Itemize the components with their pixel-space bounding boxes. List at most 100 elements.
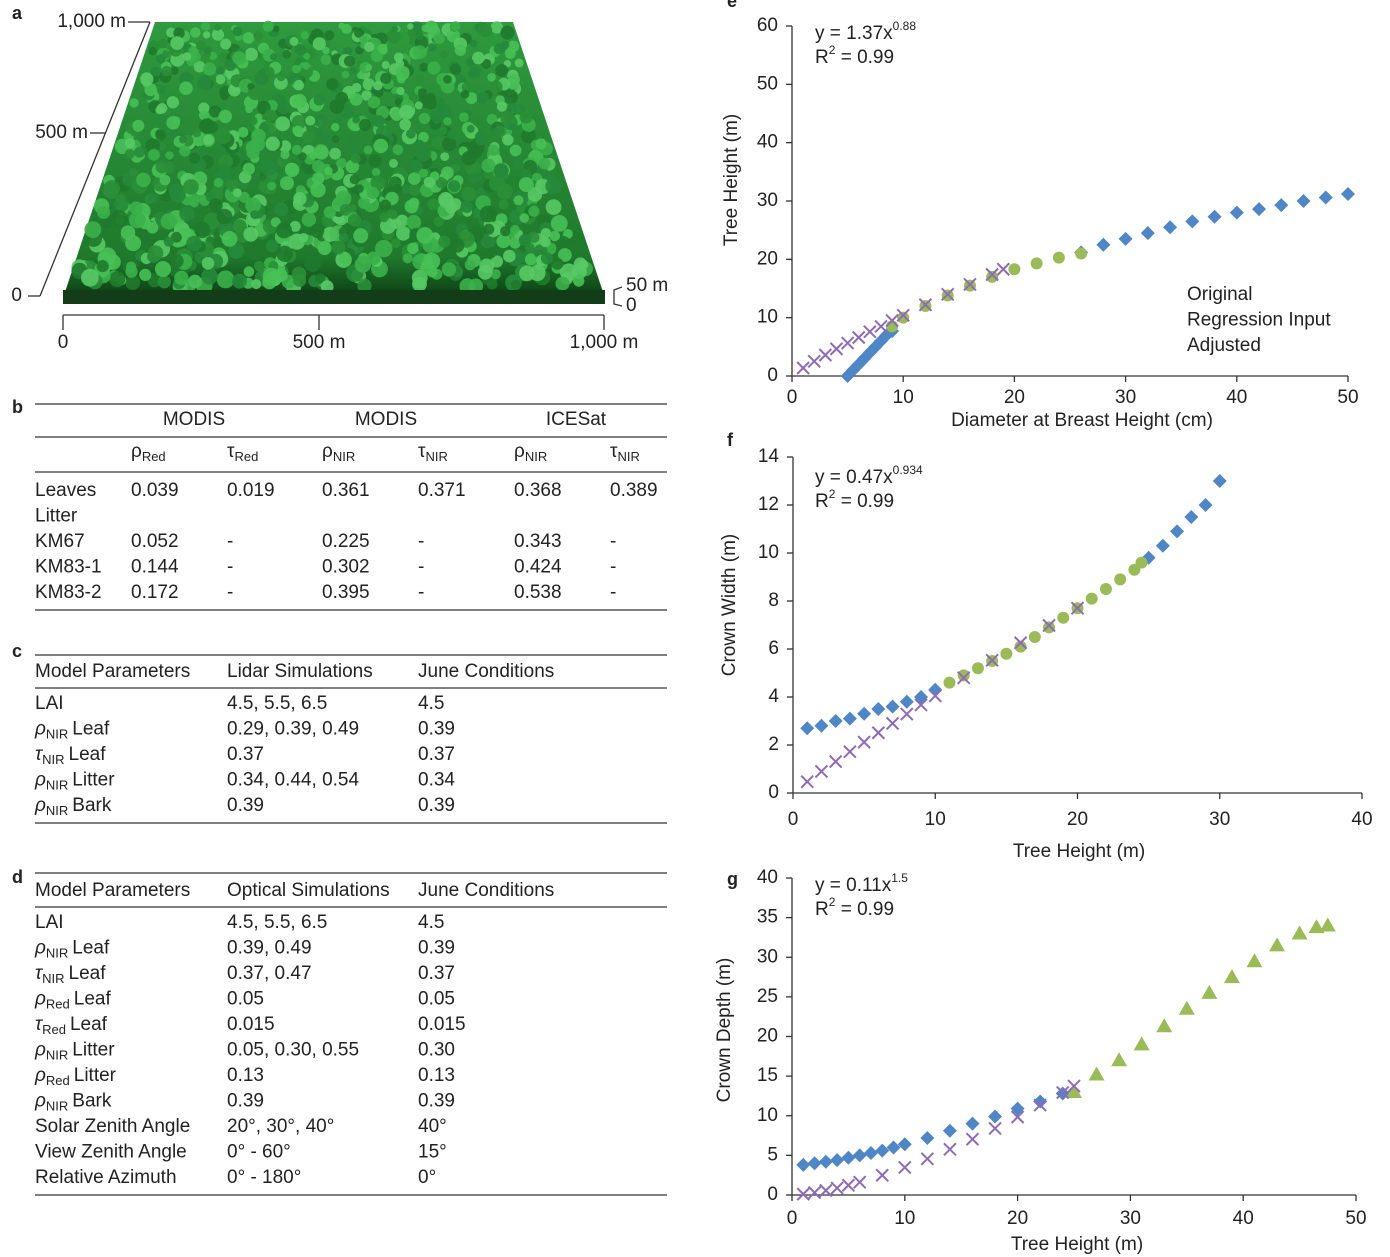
tree-crown <box>159 174 171 186</box>
cell: ρNIR <box>514 441 547 464</box>
tree-crown <box>449 238 465 253</box>
tree-crown <box>483 223 495 235</box>
tree-crown <box>294 44 307 56</box>
tree-crown <box>486 113 498 125</box>
y-tick-label: 0 <box>767 1184 778 1205</box>
tree-crown <box>440 50 448 58</box>
tree-crown <box>478 93 488 103</box>
cell: - <box>227 582 233 603</box>
cell: - <box>418 557 424 578</box>
tree-crown <box>540 228 552 239</box>
point <box>1212 474 1227 488</box>
height-label: 500 m <box>35 122 88 143</box>
cell: 0.37 <box>227 744 264 765</box>
point <box>1070 601 1085 615</box>
symbol: ρ <box>34 989 46 1010</box>
cell: 0.34 <box>418 770 455 791</box>
tree-crown <box>276 245 293 262</box>
tree-crown <box>284 162 300 178</box>
tree-crown <box>81 268 99 287</box>
cell-text: Litter <box>74 1065 117 1086</box>
cell: 0.538 <box>514 582 562 603</box>
point <box>1252 202 1267 217</box>
tree-crown <box>209 105 222 118</box>
point <box>1085 592 1098 605</box>
tree-crown <box>461 150 477 166</box>
point <box>900 707 914 721</box>
point <box>852 330 866 345</box>
tree-crown <box>198 102 210 114</box>
x-tick-label: 30 <box>1115 387 1136 408</box>
tree-crown <box>96 260 109 273</box>
tree-crown <box>469 67 481 78</box>
point <box>828 714 843 728</box>
point <box>971 662 984 675</box>
point <box>1291 925 1308 940</box>
r-squared-value: = 0.99 <box>835 47 894 68</box>
point <box>796 1187 810 1201</box>
tree-crown <box>347 213 362 227</box>
point <box>886 320 899 333</box>
cell: 0.30 <box>418 1040 455 1061</box>
tree-crown <box>396 226 411 241</box>
tree-crown <box>155 129 166 141</box>
tree-crown <box>411 21 424 33</box>
cell: - <box>418 531 424 552</box>
y-tick-label: 4 <box>768 686 779 707</box>
x-tick-label: 40 <box>1233 1208 1254 1229</box>
tree-crown <box>418 131 429 143</box>
tree-crown <box>244 246 255 258</box>
tree-crown <box>464 259 476 271</box>
cell: 0.05 <box>227 989 264 1010</box>
panel-label: a <box>12 3 23 23</box>
point <box>988 1121 1002 1136</box>
tree-crown <box>354 184 364 194</box>
y-tick-label: 30 <box>757 946 778 967</box>
tree-crown <box>359 118 372 132</box>
tree-crown <box>291 115 307 130</box>
point <box>796 1157 811 1172</box>
point <box>1088 1066 1105 1081</box>
point <box>1185 214 1200 229</box>
tree-crown <box>157 275 171 289</box>
tree-crown <box>298 233 309 243</box>
tree-crown <box>199 118 215 134</box>
cell: ρNIR Bark <box>34 795 112 818</box>
depth-bracket <box>613 286 623 307</box>
r-squared-exponent: 2 <box>829 895 836 909</box>
tree-crown <box>170 36 184 50</box>
cell: 0.389 <box>610 480 658 501</box>
tree-crown <box>433 216 444 227</box>
tree-crown <box>363 145 373 155</box>
tree-crown <box>173 27 185 39</box>
tree-crown <box>245 197 261 214</box>
y-tick-label: 0 <box>768 782 779 803</box>
point <box>986 270 999 283</box>
tree-crown <box>509 144 522 157</box>
height-label: 1,000 m <box>57 11 126 32</box>
tree-crown <box>435 176 448 189</box>
tree-crown <box>407 23 414 30</box>
point <box>1318 190 1333 205</box>
point <box>1274 198 1289 213</box>
r-squared-value: = 0.99 <box>835 491 894 512</box>
height-axis <box>39 21 151 297</box>
point <box>843 745 857 759</box>
point <box>871 726 886 740</box>
tree-crown <box>238 191 250 203</box>
symbol: ρ <box>322 441 333 462</box>
x-label: 1,000 m <box>570 332 639 353</box>
subscript: Red <box>46 997 70 1012</box>
tree-crown <box>514 58 524 68</box>
point <box>943 1142 957 1157</box>
tree-crown <box>443 75 452 84</box>
cell: - <box>610 531 616 552</box>
tree-crown <box>277 101 291 115</box>
tree-crown <box>465 58 474 67</box>
x-tick-label: 0 <box>788 809 799 830</box>
tree-crown <box>487 144 500 156</box>
point <box>1133 1036 1150 1051</box>
x-label: 500 m <box>293 332 346 353</box>
x-tick-label: 50 <box>1345 1208 1366 1229</box>
